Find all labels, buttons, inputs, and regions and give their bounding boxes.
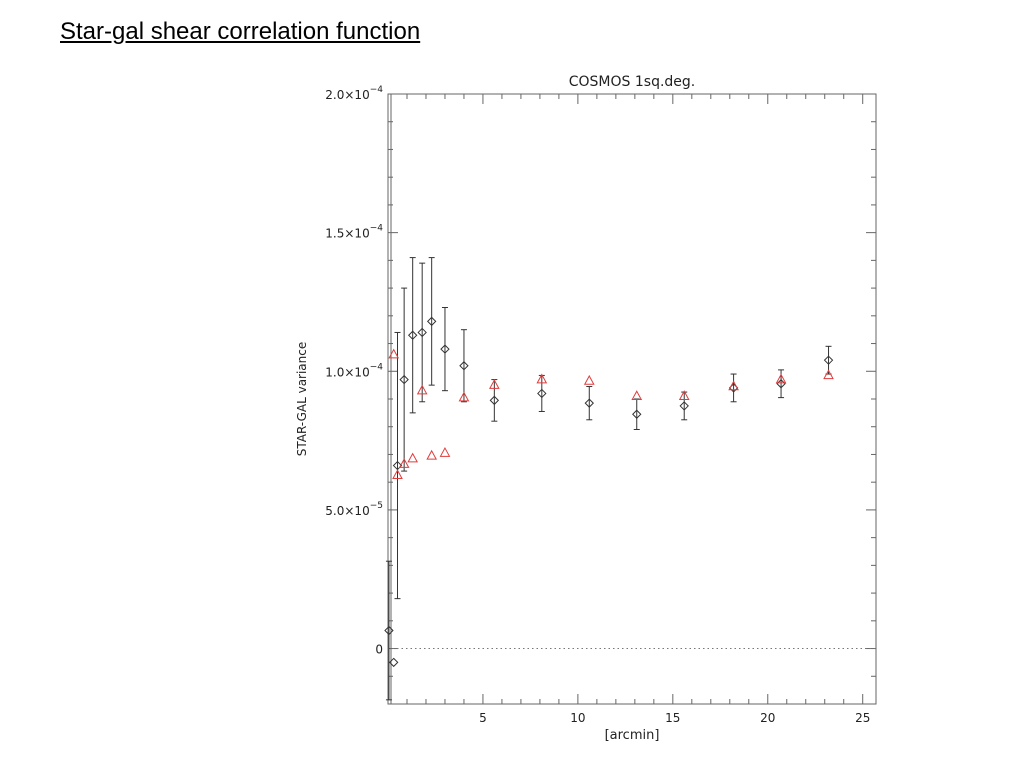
triangle-marker xyxy=(728,380,739,391)
triangle-marker xyxy=(775,373,787,384)
triangle-marker xyxy=(583,374,595,385)
x-tick-label: 5 xyxy=(479,711,487,725)
diamond-marker xyxy=(679,401,689,411)
x-ticks: 5 10 15 20 25 xyxy=(406,94,870,725)
y-axis-label: STAR-GAL variance xyxy=(295,342,309,457)
slide-title: Star-gal shear correlation function xyxy=(60,18,421,45)
chart-title: COSMOS 1sq.deg. xyxy=(569,74,696,90)
triangle-marker xyxy=(678,390,690,400)
diamond-marker xyxy=(407,330,418,340)
y-tick-label: 5.0×10−5 xyxy=(325,501,383,518)
diamond-marker xyxy=(489,395,500,406)
triangle-marker xyxy=(426,449,438,460)
diamond-marker xyxy=(632,409,642,419)
triangle-marker xyxy=(458,391,470,402)
series-layer xyxy=(384,257,834,701)
diamond-marker xyxy=(823,355,834,365)
triangle-marker xyxy=(439,447,451,457)
y-tick-label: 1.5×10−4 xyxy=(325,224,383,241)
triangle-marker xyxy=(631,390,643,400)
diamond-marker xyxy=(440,344,450,354)
y-tick-label: 0 xyxy=(375,643,383,657)
diamond-marker xyxy=(584,398,594,408)
x-tick-label: 20 xyxy=(760,711,775,725)
x-tick-label: 10 xyxy=(570,711,585,725)
triangle-marker xyxy=(488,379,500,389)
series-triangle xyxy=(388,348,834,479)
diamond-marker xyxy=(537,388,547,399)
diamond-marker xyxy=(384,625,394,636)
triangle-marker xyxy=(536,373,548,384)
x-axis-label: [arcmin] xyxy=(605,728,660,743)
triangle-marker xyxy=(388,348,400,359)
x-tick-label: 15 xyxy=(665,711,680,725)
series-diamond xyxy=(384,257,834,701)
diamond-marker xyxy=(426,316,437,327)
triangle-marker xyxy=(392,469,403,479)
diamond-marker xyxy=(459,361,469,371)
y-ticks: 0 5.0×10−5 1.0×10−4 1.5×10−4 2.0×10−4 xyxy=(325,85,876,705)
diamond-marker xyxy=(388,657,399,668)
x-tick-label: 25 xyxy=(855,711,870,725)
triangle-marker xyxy=(823,369,834,380)
diamond-marker xyxy=(399,374,409,385)
y-tick-label: 2.0×10−4 xyxy=(325,85,383,102)
triangle-marker xyxy=(407,452,419,463)
diamond-marker xyxy=(417,327,427,338)
y-tick-label: 1.0×10−4 xyxy=(325,362,383,379)
triangle-marker xyxy=(398,458,410,468)
triangle-marker xyxy=(416,384,428,395)
